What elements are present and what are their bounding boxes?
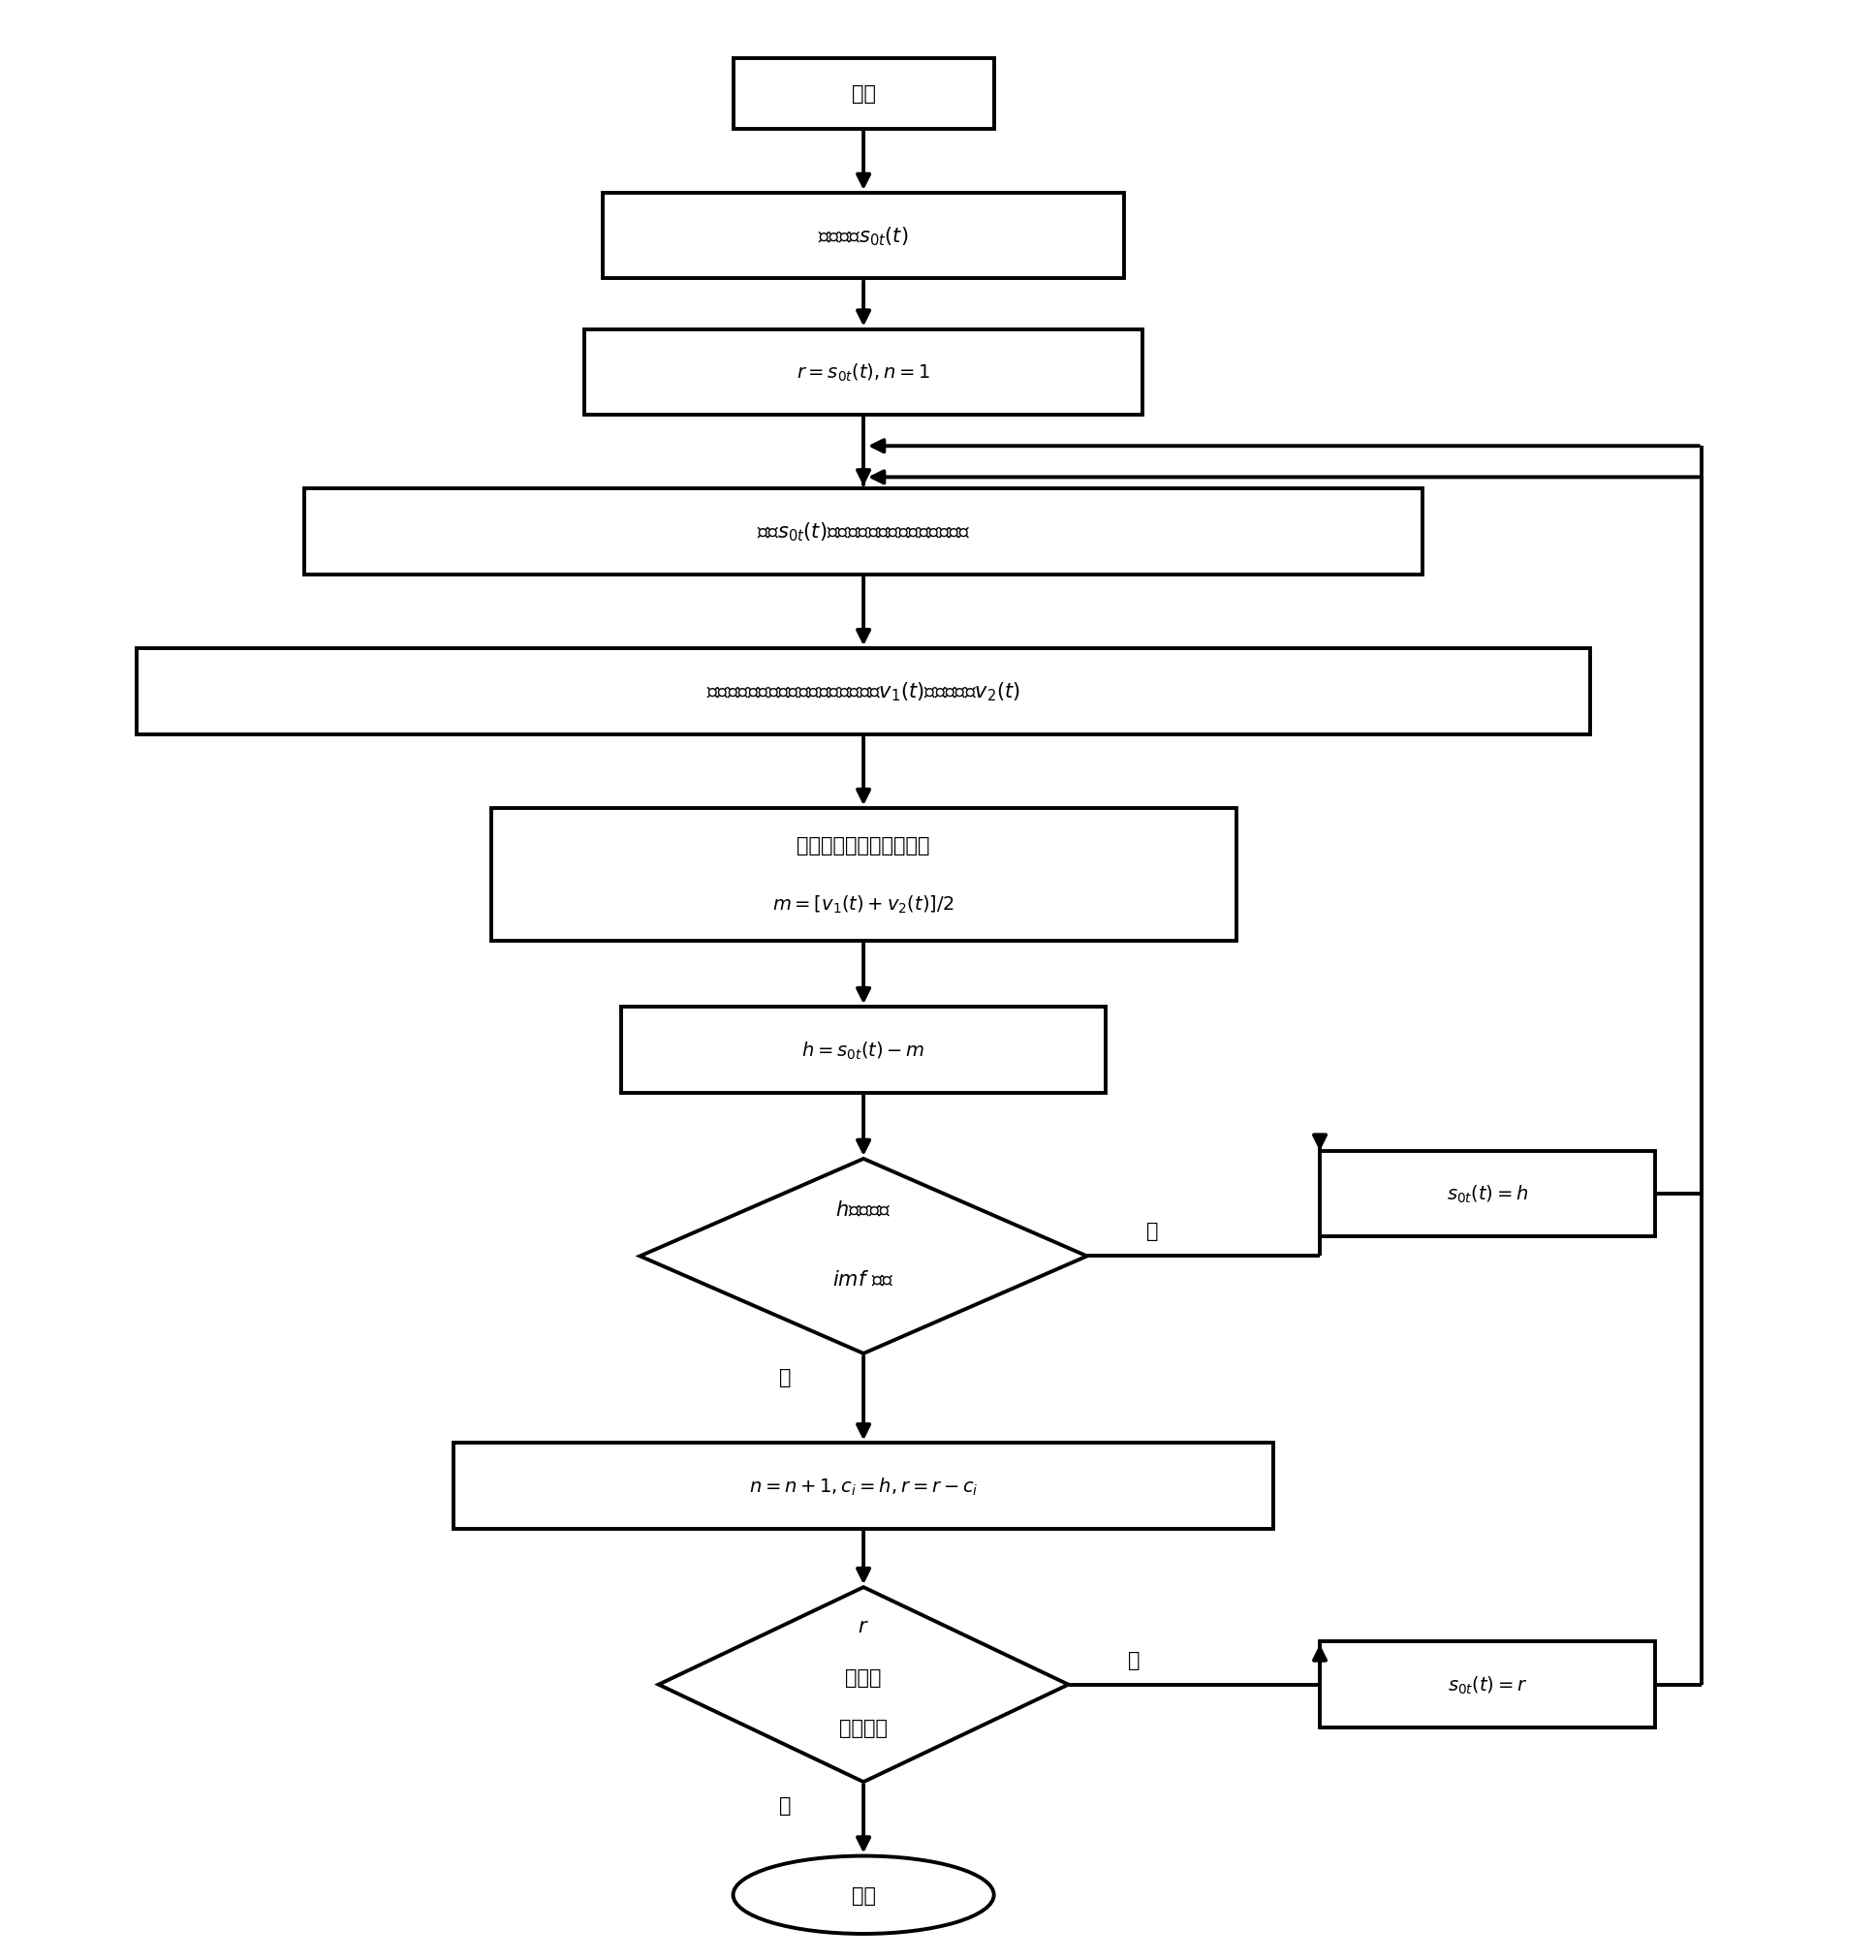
Text: 开始: 开始 xyxy=(852,84,876,104)
Bar xyxy=(1321,1151,1655,1237)
Bar xyxy=(583,329,1142,416)
Bar xyxy=(1321,1642,1655,1727)
Bar xyxy=(621,1007,1105,1094)
Polygon shape xyxy=(640,1158,1086,1354)
Text: 计算上下包络线的平均值: 计算上下包络线的平均值 xyxy=(797,837,930,855)
Bar xyxy=(602,194,1124,278)
Bar xyxy=(454,1443,1274,1529)
Text: $s_{0t}(t) = r$: $s_{0t}(t) = r$ xyxy=(1448,1674,1527,1695)
Text: $s_{0t}(t) = h$: $s_{0t}(t) = h$ xyxy=(1446,1184,1529,1205)
Polygon shape xyxy=(658,1588,1067,1782)
Text: 结束: 结束 xyxy=(852,1886,876,1905)
Text: $r = s_{0t}(t), n = 1$: $r = s_{0t}(t), n = 1$ xyxy=(797,363,930,384)
Bar xyxy=(492,809,1236,941)
Text: 输入信号$s_{0t}(t)$: 输入信号$s_{0t}(t)$ xyxy=(818,225,908,247)
Bar xyxy=(304,490,1422,574)
Text: $n = n+1, c_i = h, r = r - c_i$: $n = n+1, c_i = h, r = r - c_i$ xyxy=(749,1476,977,1497)
Bar xyxy=(734,59,994,129)
Text: 否: 否 xyxy=(1146,1221,1157,1241)
Bar xyxy=(137,649,1589,735)
Text: $imf$ 条件: $imf$ 条件 xyxy=(833,1270,895,1290)
Text: $h = s_{0t}(t) - m$: $h = s_{0t}(t) - m$ xyxy=(801,1039,925,1060)
Text: $r$: $r$ xyxy=(857,1617,869,1637)
Text: 是: 是 xyxy=(779,1368,792,1388)
Text: 是否为: 是否为 xyxy=(846,1668,882,1686)
Text: 否: 否 xyxy=(1127,1650,1139,1670)
Text: $m = [v_1(t) + v_2(t)] / 2$: $m = [v_1(t) + v_2(t)] / 2$ xyxy=(773,894,955,915)
Text: 单调函数: 单调函数 xyxy=(839,1717,887,1737)
Text: $h$是否满足: $h$是否满足 xyxy=(835,1200,891,1219)
Text: 采用三次样条拟合的方法拟合上包络线$v_1(t)$和下包络线$v_2(t)$: 采用三次样条拟合的方法拟合上包络线$v_1(t)$和下包络线$v_2(t)$ xyxy=(707,680,1021,704)
Text: 确定$s_{0t}(t)$的局部极大值点和局部极小值点: 确定$s_{0t}(t)$的局部极大值点和局部极小值点 xyxy=(756,521,970,543)
Text: 是: 是 xyxy=(779,1795,792,1815)
Ellipse shape xyxy=(734,1856,994,1935)
